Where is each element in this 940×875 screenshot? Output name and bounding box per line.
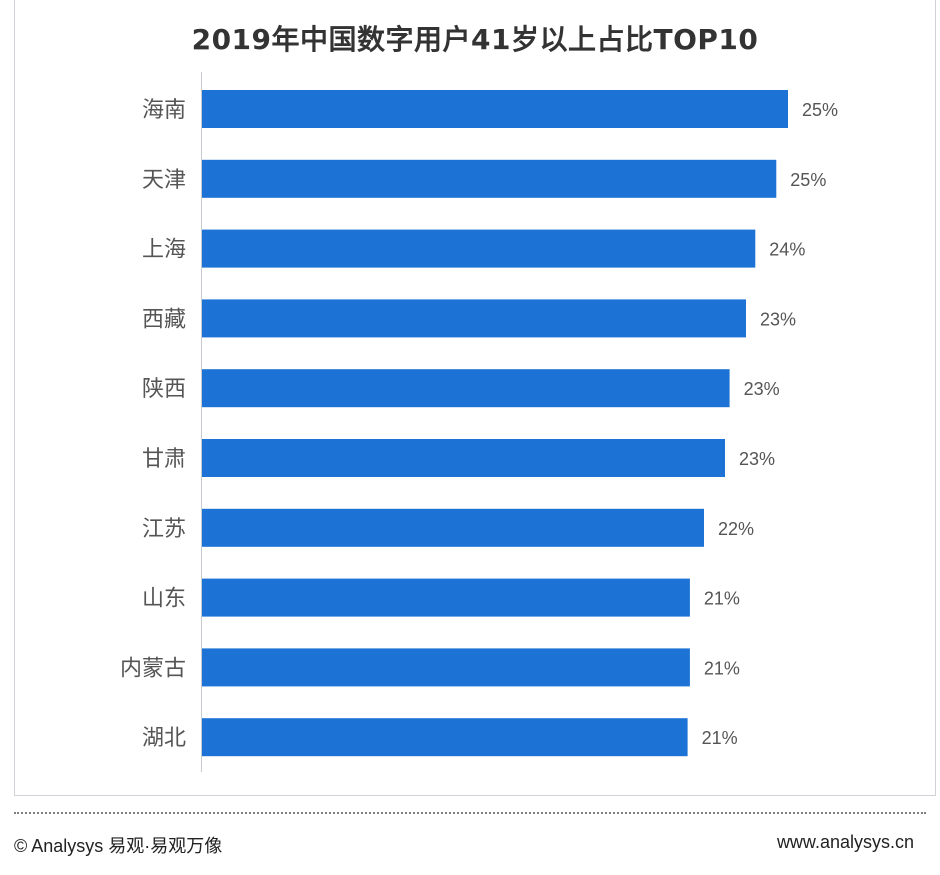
- value-label: 23%: [744, 379, 780, 399]
- bar-天津: [202, 159, 777, 198]
- category-label: 山东: [142, 587, 186, 612]
- value-label: 21%: [702, 728, 738, 748]
- category-label: 江苏: [142, 517, 186, 542]
- bar-内蒙古: [202, 648, 690, 687]
- value-label: 23%: [760, 309, 796, 329]
- category-label: 内蒙古: [120, 656, 186, 681]
- value-label: 22%: [718, 519, 754, 539]
- bar-湖北: [202, 718, 688, 757]
- category-label: 上海: [142, 238, 186, 263]
- value-label: 23%: [739, 449, 775, 469]
- bar-甘肃: [202, 439, 725, 477]
- bar-西藏: [202, 299, 746, 338]
- category-label: 陕西: [142, 377, 186, 402]
- bar-江苏: [202, 508, 704, 547]
- value-label: 25%: [802, 100, 838, 120]
- footer-website[interactable]: www.analysys.cn: [776, 832, 914, 852]
- bar-上海: [202, 229, 756, 268]
- value-label: 24%: [769, 240, 805, 260]
- value-label: 21%: [704, 589, 740, 609]
- bar-海南: [202, 90, 788, 128]
- category-label: 天津: [142, 168, 186, 193]
- category-label: 海南: [142, 98, 186, 123]
- category-label: 甘肃: [142, 447, 186, 472]
- bar-山东: [202, 578, 690, 617]
- category-label: 湖北: [142, 726, 186, 751]
- value-label: 25%: [790, 170, 826, 190]
- category-label: 西藏: [142, 307, 186, 332]
- footer-divider: [14, 812, 926, 814]
- value-label: 21%: [704, 658, 740, 678]
- bar-陕西: [202, 369, 730, 408]
- footer-copyright: © Analysys 易观·易观万像: [14, 836, 223, 856]
- chart-title: 2019年中国数字用户41岁以上占比TOP10: [191, 23, 759, 56]
